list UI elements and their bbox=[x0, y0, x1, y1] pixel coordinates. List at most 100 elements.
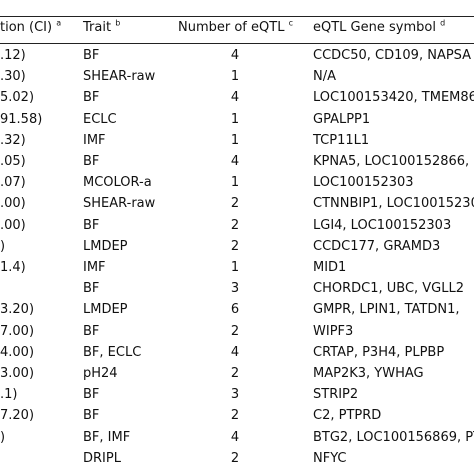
cell-gene-symbols: MAP2K3, YWHAG bbox=[313, 366, 424, 381]
cell-eqtl-count: 6 bbox=[230, 302, 240, 318]
cell-gene-symbols: LOC100153420, TMEM86 bbox=[313, 90, 474, 106]
cell-eqtl-count: 4 bbox=[230, 344, 240, 360]
cell-trait: BF, IMF bbox=[83, 429, 131, 445]
cell-gene-symbols: N/A bbox=[313, 69, 336, 85]
cell-eqtl-count: 3 bbox=[230, 387, 240, 403]
cell-eqtl-count: 2 bbox=[230, 323, 240, 339]
cell-ci: 7.20) bbox=[0, 408, 35, 424]
cell-trait: LMDEP bbox=[83, 302, 128, 318]
header-trait: Trait b bbox=[83, 18, 121, 35]
cell-eqtl-count: 2 bbox=[230, 196, 240, 212]
table-row: 4.00) BF, ECLC 4 CRTAP, P3H4, PLPBP bbox=[0, 342, 474, 363]
cell-ci: .12) bbox=[0, 48, 26, 63]
cell-trait: BF bbox=[83, 90, 100, 106]
table-row: .05) BF 4 KPNA5, LOC100152866, bbox=[0, 151, 474, 172]
cell-gene-symbols: BTG2, LOC100156869, PT bbox=[313, 429, 474, 445]
cell-trait: BF bbox=[83, 154, 100, 169]
table-row: 3.20) LMDEP 6 GMPR, LPIN1, TATDN1, bbox=[0, 299, 474, 320]
cell-gene-symbols: C2, PTPRD bbox=[313, 408, 382, 424]
header-ci: tion (CI) a bbox=[0, 18, 62, 35]
cell-trait: BF bbox=[83, 48, 100, 63]
cell-trait: BF bbox=[83, 217, 100, 233]
cell-trait: DRIPL bbox=[83, 450, 121, 466]
cell-gene-symbols: CCDC50, CD109, NAPSA bbox=[313, 48, 472, 63]
cell-ci: 3.20) bbox=[0, 302, 35, 318]
cell-eqtl-count: 1 bbox=[230, 175, 240, 191]
cell-ci: .07) bbox=[0, 175, 26, 191]
cell-ci: .00) bbox=[0, 196, 26, 212]
table-row: 7.00) BF 2 WIPF3 bbox=[0, 321, 474, 342]
cell-eqtl-count: 1 bbox=[230, 111, 240, 127]
cell-gene-symbols: TCP11L1 bbox=[313, 132, 370, 148]
table-row: 1.4) IMF 1 MID1 bbox=[0, 257, 474, 278]
cell-ci: .00) bbox=[0, 217, 26, 233]
header-bottom-rule bbox=[0, 43, 474, 44]
cell-eqtl-count: 4 bbox=[230, 48, 240, 63]
cell-ci: ) bbox=[0, 429, 6, 445]
cell-gene-symbols: STRIP2 bbox=[313, 387, 359, 403]
cell-gene-symbols: GMPR, LPIN1, TATDN1, bbox=[313, 302, 460, 318]
cell-eqtl-count: 1 bbox=[230, 260, 240, 275]
cell-ci: .30) bbox=[0, 69, 26, 85]
cell-ci: 3.00) bbox=[0, 366, 35, 381]
cell-gene-symbols: CHORDC1, UBC, VGLL2 bbox=[313, 281, 465, 297]
table-row: .12) BF 4 CCDC50, CD109, NAPSA bbox=[0, 45, 474, 66]
cell-gene-symbols: KPNA5, LOC100152866, bbox=[313, 154, 470, 169]
cell-gene-symbols: WIPF3 bbox=[313, 323, 354, 339]
table-row: .00) BF 2 LGI4, LOC100152303 bbox=[0, 215, 474, 236]
cell-trait: BF bbox=[83, 408, 100, 424]
cell-gene-symbols: MID1 bbox=[313, 260, 347, 275]
cell-trait: BF bbox=[83, 387, 100, 403]
cell-gene-symbols: NFYC bbox=[313, 450, 347, 466]
cell-eqtl-count: 2 bbox=[230, 366, 240, 381]
cell-ci: 7.00) bbox=[0, 323, 35, 339]
table-row: .1) BF 3 STRIP2 bbox=[0, 384, 474, 405]
cell-trait: IMF bbox=[83, 132, 106, 148]
table-row: .00) SHEAR-raw 2 CTNNBIP1, LOC10015230 bbox=[0, 193, 474, 214]
cell-gene-symbols: CCDC177, GRAMD3 bbox=[313, 238, 441, 254]
table-row: 3.00) pH24 2 MAP2K3, YWHAG bbox=[0, 363, 474, 384]
cell-eqtl-count: 2 bbox=[230, 238, 240, 254]
cell-trait: LMDEP bbox=[83, 238, 128, 254]
cell-gene-symbols: LOC100152303 bbox=[313, 175, 414, 191]
cell-eqtl-count: 1 bbox=[230, 69, 240, 85]
cell-gene-symbols: GPALPP1 bbox=[313, 111, 371, 127]
cell-trait: SHEAR-raw bbox=[83, 196, 156, 212]
cell-eqtl-count: 3 bbox=[230, 281, 240, 297]
cell-ci: 4.00) bbox=[0, 344, 35, 360]
cell-eqtl-count: 2 bbox=[230, 217, 240, 233]
table-row: ) LMDEP 2 CCDC177, GRAMD3 bbox=[0, 236, 474, 257]
cell-gene-symbols: CRTAP, P3H4, PLPBP bbox=[313, 344, 445, 360]
header-number-of-eqtl: Number of eQTL c bbox=[178, 18, 293, 35]
table-row: 91.58) ECLC 1 GPALPP1 bbox=[0, 109, 474, 130]
table-row: 7.20) BF 2 C2, PTPRD bbox=[0, 405, 474, 426]
cell-gene-symbols: LGI4, LOC100152303 bbox=[313, 217, 452, 233]
cell-trait: MCOLOR-a bbox=[83, 175, 152, 191]
cell-ci: 1.4) bbox=[0, 260, 26, 275]
table-row: ) BF, IMF 4 BTG2, LOC100156869, PT bbox=[0, 427, 474, 448]
cell-ci: .1) bbox=[0, 387, 18, 403]
table-row: BF 3 CHORDC1, UBC, VGLL2 bbox=[0, 278, 474, 299]
cell-gene-symbols: CTNNBIP1, LOC10015230 bbox=[313, 196, 474, 212]
cell-eqtl-count: 4 bbox=[230, 90, 240, 106]
cell-trait: ECLC bbox=[83, 111, 117, 127]
cell-eqtl-count: 2 bbox=[230, 408, 240, 424]
cell-ci: ) bbox=[0, 238, 6, 254]
cell-trait: pH24 bbox=[83, 366, 118, 381]
cell-trait: IMF bbox=[83, 260, 106, 275]
table-row: .32) IMF 1 TCP11L1 bbox=[0, 130, 474, 151]
cell-eqtl-count: 4 bbox=[230, 154, 240, 169]
cell-trait: SHEAR-raw bbox=[83, 69, 156, 85]
cell-ci: 91.58) bbox=[0, 111, 43, 127]
cell-eqtl-count: 2 bbox=[230, 450, 240, 466]
cell-trait: BF bbox=[83, 281, 100, 297]
table-row: 5.02) BF 4 LOC100153420, TMEM86 bbox=[0, 87, 474, 108]
table-row: .30) SHEAR-raw 1 N/A bbox=[0, 66, 474, 87]
cell-trait: BF, ECLC bbox=[83, 344, 142, 360]
table-top-rule bbox=[0, 16, 474, 17]
header-gene-symbol: eQTL Gene symbol d bbox=[313, 18, 446, 35]
table-row: DRIPL 2 NFYC bbox=[0, 448, 474, 469]
cell-ci: 5.02) bbox=[0, 90, 35, 106]
cell-eqtl-count: 1 bbox=[230, 132, 240, 148]
cell-ci: .32) bbox=[0, 132, 26, 148]
